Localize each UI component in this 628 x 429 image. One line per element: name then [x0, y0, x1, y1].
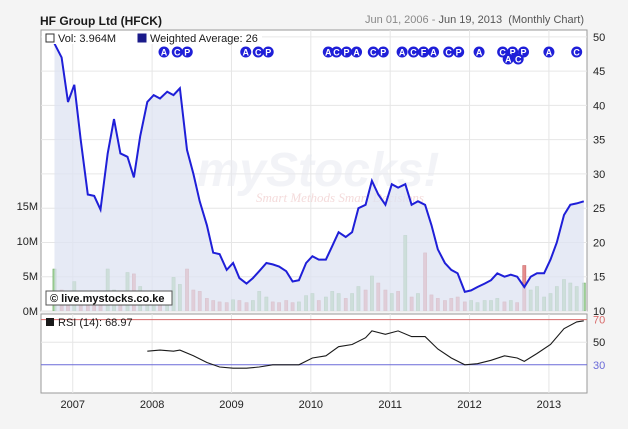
event-marker-label: P — [344, 48, 350, 58]
price-tick-label: 25 — [593, 203, 605, 215]
event-marker-label: C — [174, 48, 181, 58]
event-marker-dot — [428, 46, 440, 58]
year-tick-label: 2009 — [219, 399, 243, 411]
event-marker-dot — [443, 46, 455, 58]
event-marker-label: C — [255, 48, 262, 58]
price-area-fill — [54, 43, 584, 311]
event-marker-label: A — [399, 48, 406, 58]
rsi-tick-label: 70 — [593, 315, 605, 327]
event-marker-dot — [331, 46, 343, 58]
event-marker-label: P — [456, 48, 462, 58]
year-tick-label: 2012 — [457, 399, 481, 411]
vol-legend-swatch — [45, 33, 55, 43]
range-start: Jun 01, 2006 — [365, 14, 429, 26]
wavg-legend-label: Weighted Average: 26 — [150, 33, 258, 45]
event-marker-dot — [453, 46, 465, 58]
rsi-legend-swatch — [46, 318, 54, 326]
chart-title: HF Group Ltd (HFCK) — [40, 14, 162, 28]
event-marker-dot — [512, 53, 524, 65]
year-tick-label: 2010 — [299, 399, 323, 411]
price-tick-label: 40 — [593, 100, 605, 112]
event-marker-dot — [262, 46, 274, 58]
event-marker-label: C — [499, 48, 506, 58]
event-marker-label: P — [521, 48, 527, 58]
axis-labels: 10 15 20 25 30 35 40 45 50 0M 5M 10M 15M 30 50 70 2007 20… — [17, 32, 606, 411]
event-marker-label: A — [505, 55, 512, 65]
event-marker-label: A — [430, 48, 437, 58]
year-tick-label: 2007 — [61, 399, 85, 411]
event-marker-dot — [252, 46, 264, 58]
chart-kind: (Monthly Chart) — [508, 14, 584, 26]
price-tick-label: 15 — [593, 272, 605, 284]
vol-legend-label: Vol: 3.964M — [58, 33, 116, 45]
event-marker-dot — [396, 46, 408, 58]
rsi-tick-label: 30 — [593, 360, 605, 372]
event-marker-label: P — [380, 48, 386, 58]
price-tick-label: 35 — [593, 135, 605, 147]
event-marker-label: A — [476, 48, 483, 58]
rsi-series — [147, 320, 584, 369]
event-marker-label: C — [333, 48, 340, 58]
price-tick-label: 20 — [593, 237, 605, 249]
event-marker-label: A — [161, 48, 168, 58]
event-marker-dot — [408, 46, 420, 58]
event-marker-label: A — [546, 48, 553, 58]
event-marker-label: C — [370, 48, 377, 58]
event-marker-label: A — [325, 48, 332, 58]
year-tick-label: 2013 — [537, 399, 561, 411]
event-marker-dot — [181, 46, 193, 58]
event-marker-dot — [367, 46, 379, 58]
event-marker-dot — [473, 46, 485, 58]
rsi-panel — [40, 313, 588, 394]
event-marker-dot — [158, 46, 170, 58]
price-tick-label: 50 — [593, 32, 605, 44]
copyright-label: © live.mystocks.co.ke — [50, 293, 165, 305]
range-end: Jun 19, 2013 — [438, 14, 503, 26]
event-marker-dot — [377, 46, 389, 58]
price-line — [53, 43, 585, 293]
event-marker-dot — [502, 53, 514, 65]
wavg-legend-swatch — [137, 33, 147, 43]
event-marker-label: C — [445, 48, 452, 58]
volume-tick-label: 0M — [23, 306, 38, 318]
rsi-legend-label: RSI (14): 68.97 — [58, 317, 133, 329]
date-range: Jun 01, 2006 - Jun 19, 2013 (Monthly Cha… — [365, 14, 584, 26]
rsi-grid — [41, 314, 587, 393]
event-marker-dot — [571, 46, 583, 58]
price-tick-label: 30 — [593, 169, 605, 181]
volume-tick-label: 10M — [17, 236, 38, 248]
event-marker-label: A — [243, 48, 250, 58]
range-separator: - — [428, 14, 439, 26]
price-tick-label: 45 — [593, 66, 605, 78]
event-marker-label: C — [573, 48, 580, 58]
event-marker-label: F — [421, 48, 427, 58]
rsi-legend: RSI (14): 68.97 — [46, 317, 133, 329]
event-marker-label: A — [353, 48, 360, 58]
event-marker-dot — [171, 46, 183, 58]
event-marker-dot — [351, 46, 363, 58]
event-marker-dot — [418, 46, 430, 58]
price-tick-label: 10 — [593, 306, 605, 318]
volume-tick-label: 5M — [23, 271, 38, 283]
event-marker-dot — [240, 46, 252, 58]
price-area — [53, 43, 585, 311]
legend: Vol: 3.964M Weighted Average: 26 — [42, 31, 262, 45]
event-marker-label: C — [410, 48, 417, 58]
event-marker-label: P — [184, 48, 190, 58]
rsi-tick-label: 50 — [593, 337, 605, 349]
event-marker-label: P — [265, 48, 271, 58]
volume-tick-label: 15M — [17, 201, 38, 213]
event-markers: A C P A C P A C P A C P A C F A C P A C P P A CA C — [158, 46, 583, 65]
event-marker-label: P — [510, 48, 516, 58]
year-tick-label: 2011 — [378, 399, 402, 411]
event-marker-dot — [543, 46, 555, 58]
year-tick-label: 2008 — [140, 399, 164, 411]
event-marker-dot — [322, 46, 334, 58]
event-marker-dot — [341, 46, 353, 58]
rsi-line — [147, 320, 584, 369]
event-marker-label: C — [515, 55, 522, 65]
